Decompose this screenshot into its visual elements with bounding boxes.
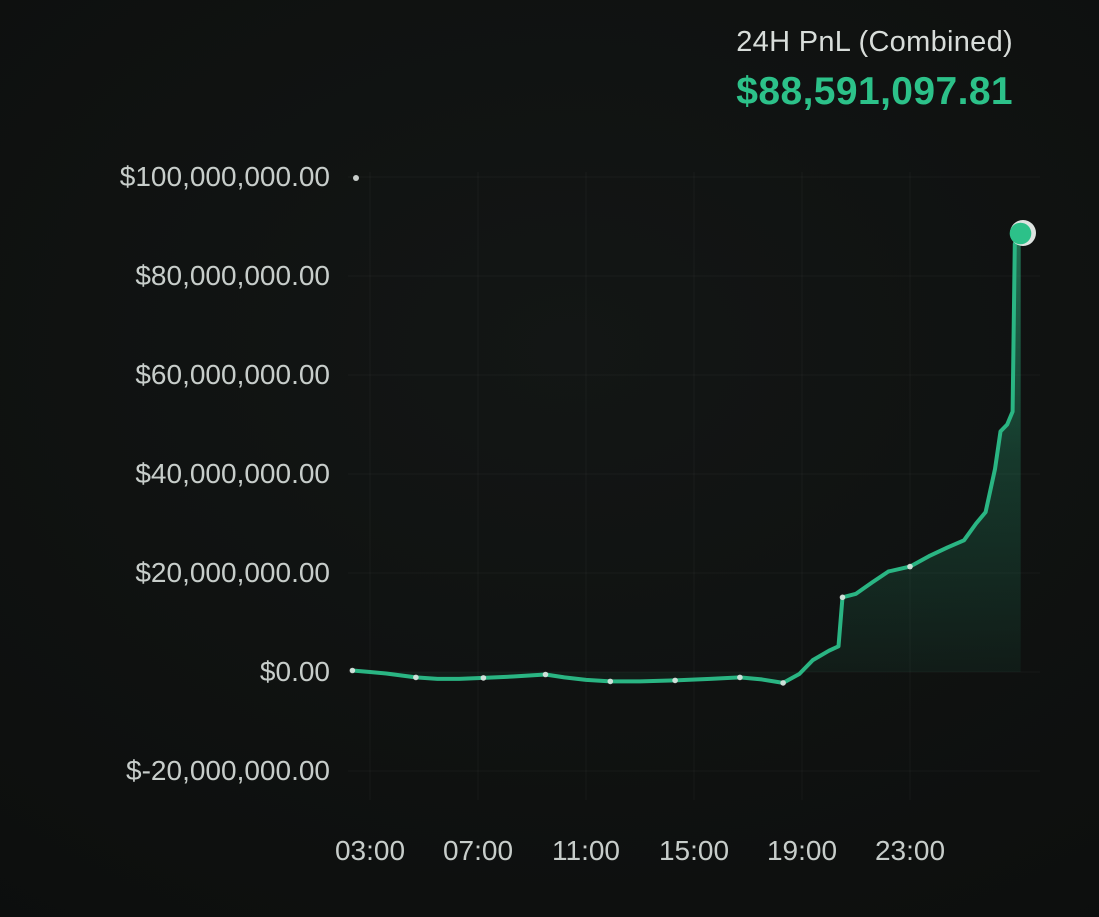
data-point-dot: [349, 667, 356, 674]
pnl-value: $88,591,097.81: [736, 70, 1013, 113]
data-point-dot: [480, 675, 487, 681]
data-point-dots: [349, 563, 913, 686]
data-point-dot: [780, 680, 786, 686]
current-value-marker: [1009, 220, 1036, 246]
pnl-line: [350, 231, 1023, 685]
data-point-dot: [839, 594, 846, 601]
gridlines: [348, 172, 1040, 800]
data-point-dot: [672, 677, 678, 684]
data-point-dot: [607, 678, 614, 685]
data-point-dot: [413, 674, 419, 681]
area-fill: [352, 233, 1021, 683]
chart-header: 24H PnL (Combined) $88,591,097.81: [736, 26, 1013, 114]
marker-core: [1009, 222, 1032, 245]
data-point-dot: [737, 674, 743, 681]
data-point-dot: [907, 563, 913, 570]
data-point-dot: [542, 671, 549, 678]
axis-top-dot: [353, 175, 359, 181]
chart-title: 24H PnL (Combined): [736, 26, 1013, 58]
